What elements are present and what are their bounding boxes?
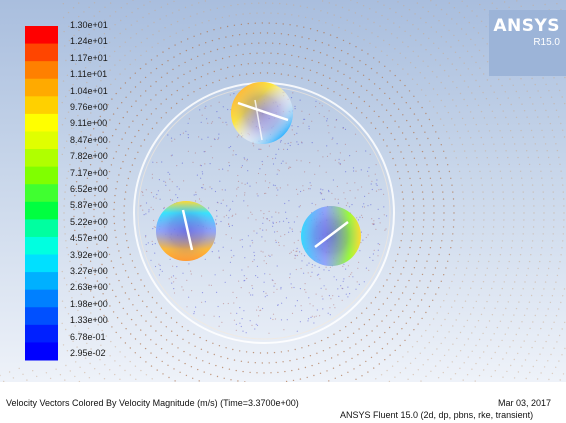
colormap-label: 1.33e+00	[70, 315, 108, 326]
colormap-swatch	[25, 78, 58, 97]
colormap-label: 1.11e+01	[70, 69, 108, 80]
rotor-right	[301, 206, 361, 266]
colormap-swatch	[25, 289, 58, 308]
colormap-swatch	[25, 166, 58, 185]
rotor-left-blade	[181, 209, 194, 251]
logo-version: R15.0	[533, 37, 560, 48]
plot-date: Mar 03, 2017	[498, 398, 552, 408]
colormap-label: 1.30e+01	[70, 20, 108, 30]
velocity-vector-plot	[0, 0, 566, 382]
colormap-swatch	[25, 61, 58, 80]
colormap-swatch	[25, 113, 58, 132]
colormap-swatch	[25, 219, 58, 238]
colormap-swatch	[25, 131, 58, 150]
colormap-label: 6.78e-01	[70, 331, 106, 342]
rotor-top-blade	[237, 101, 289, 122]
logo-name: ANSYS	[493, 16, 560, 36]
rotor-top	[231, 82, 293, 144]
colormap-label: 7.82e+00	[70, 151, 108, 162]
colormap-swatch	[25, 254, 58, 273]
colormap-label: 5.22e+00	[70, 216, 108, 227]
colormap-swatch	[25, 43, 58, 62]
colormap-swatch	[25, 201, 58, 220]
colormap-label: 5.87e+00	[70, 200, 108, 211]
colormap-swatch	[25, 324, 58, 343]
colormap-label: 9.11e+00	[70, 118, 108, 129]
colormap-swatch	[25, 96, 58, 115]
colormap-label: 6.52e+00	[70, 184, 108, 194]
solver-info: ANSYS Fluent 15.0 (2d, dp, pbns, rke, tr…	[340, 410, 534, 420]
colormap-label: 7.17e+00	[70, 167, 108, 178]
colormap-label: 3.92e+00	[70, 249, 108, 260]
colormap-bar	[25, 26, 58, 361]
colormap-swatch	[25, 149, 58, 168]
ansys-logo: ANSYS R15.0	[489, 10, 566, 76]
colormap-label: 4.57e+00	[70, 233, 108, 244]
rotor-right-blade	[314, 221, 349, 248]
colormap-label: 2.95e-02	[70, 348, 106, 358]
colormap-swatch	[25, 342, 58, 361]
colormap-swatch	[25, 272, 58, 291]
colormap-label: 8.47e+00	[70, 134, 108, 145]
colormap-label: 2.63e+00	[70, 282, 108, 293]
graphics-viewport[interactable]: 1.30e+01 1.24e+01 1.17e+01 1.11e+01 1.04e+01…	[0, 0, 566, 382]
plot-footer: Velocity Vectors Colored By Velocity Mag…	[0, 382, 566, 423]
colormap-label: 9.76e+00	[70, 102, 108, 112]
colormap-swatch	[25, 26, 58, 45]
colormap-label: 1.17e+01	[70, 52, 108, 63]
colormap-label: 1.24e+01	[70, 36, 108, 47]
colormap-swatch	[25, 236, 58, 256]
rotor-left	[156, 201, 216, 261]
colormap-label: 3.27e+00	[70, 266, 108, 276]
colormap-swatch	[25, 184, 58, 203]
colormap-label: 1.98e+00	[70, 298, 108, 309]
plot-description: Velocity Vectors Colored By Velocity Mag…	[6, 398, 299, 408]
colormap-label: 1.04e+01	[70, 85, 108, 96]
far-field-vectors	[0, 0, 566, 382]
colormap-swatch	[25, 307, 58, 326]
